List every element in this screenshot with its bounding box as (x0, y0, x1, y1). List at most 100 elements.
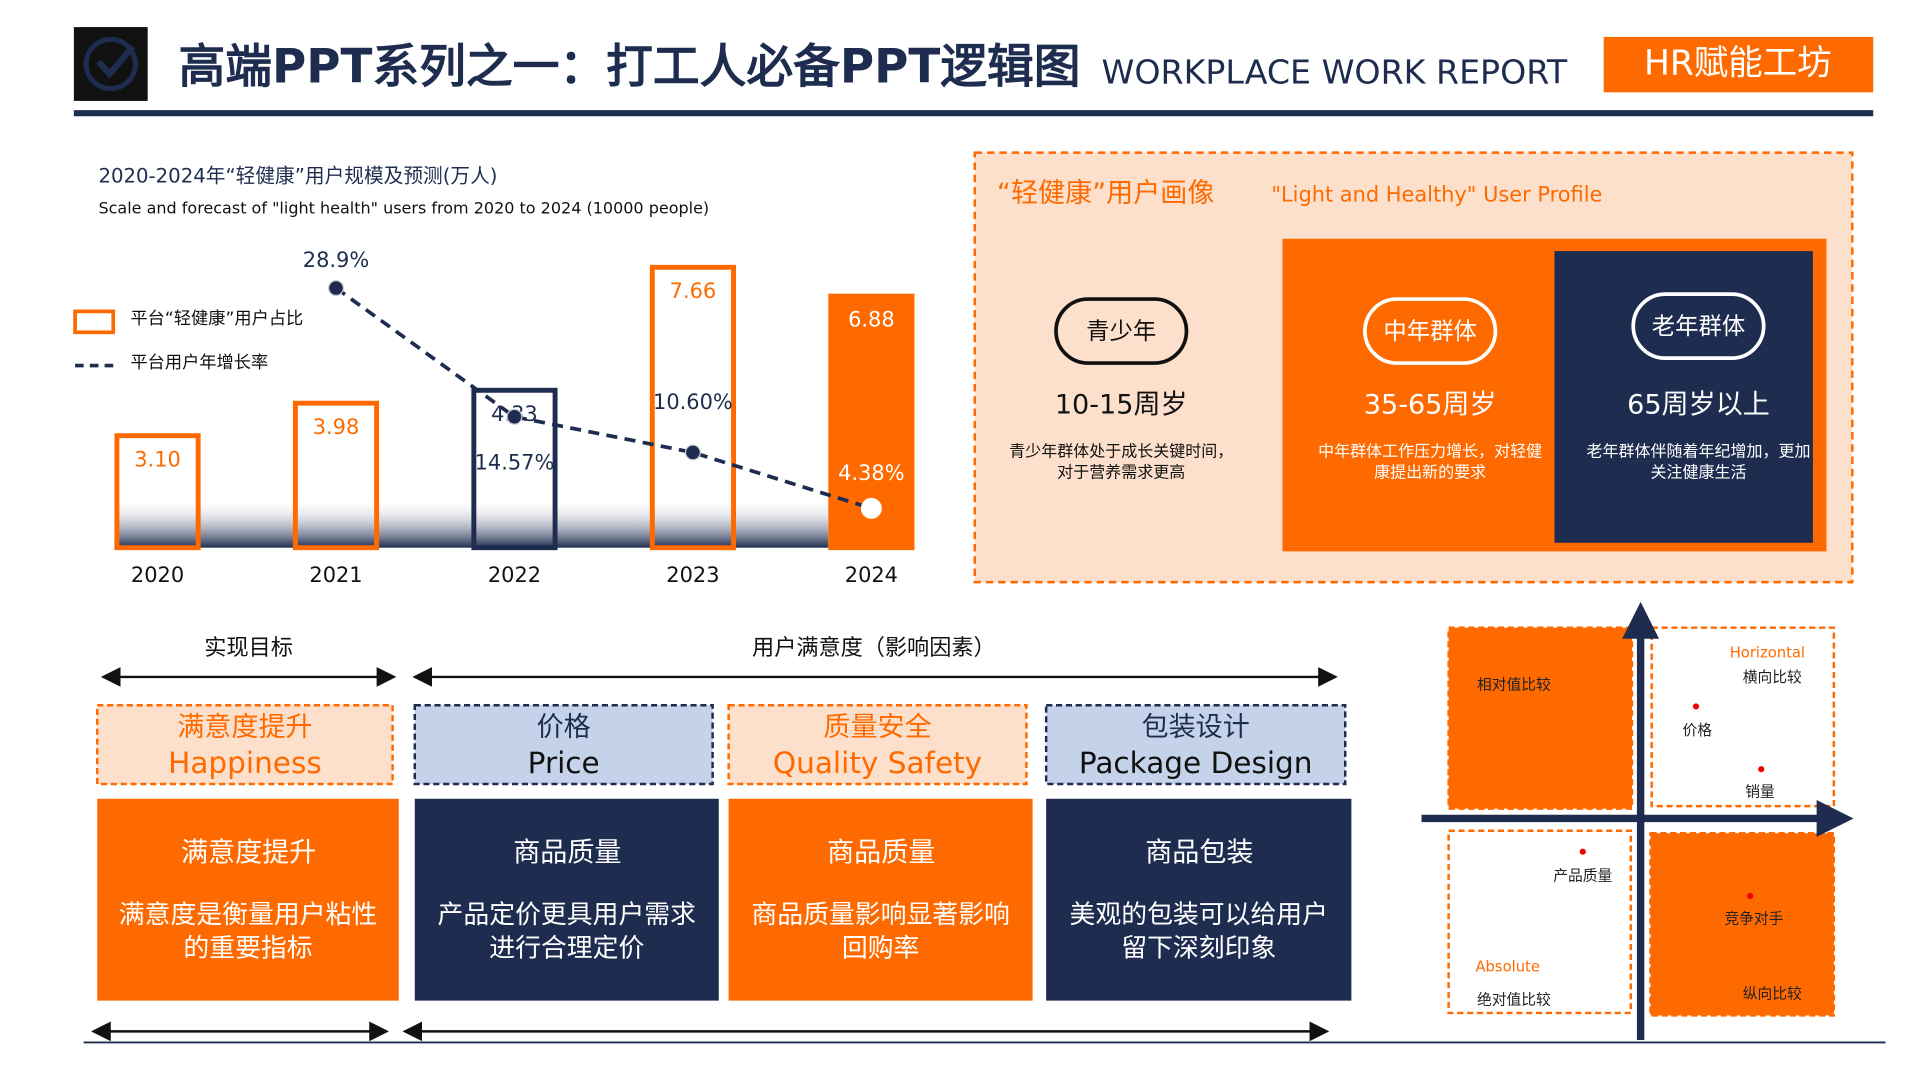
factor-body: 美观的包装可以给用户留下深刻印象 (1069, 899, 1328, 963)
group-desc: 老年群体伴随着年纪增加，更加关注健康生活 (1586, 443, 1811, 483)
quadrant-label: 相对值比较 (1477, 676, 1551, 694)
bar (114, 433, 201, 551)
growth-point (684, 444, 701, 461)
dot (1692, 703, 1700, 710)
chart-title: 2020-2024年“轻健康”用户规模及预测(万人) (98, 165, 497, 188)
bar (471, 387, 558, 551)
point-label: 竞争对手 (1724, 909, 1783, 927)
quadrant-label: 绝对值比较 (1477, 991, 1551, 1009)
growth-label: 28.9% (303, 248, 369, 272)
factor-head: 商品包装 (1145, 838, 1253, 869)
brand-box (1603, 36, 1874, 93)
factor-card (728, 798, 1033, 1001)
chart: 3.1020203.9820214.3320227.6620236.882024… (114, 248, 915, 587)
legend-label: 平台“轻健康”用户占比 (130, 309, 303, 329)
growth-point (328, 280, 344, 297)
dot (1579, 848, 1586, 855)
point-label: 销量 (1745, 784, 1775, 801)
growth-point (860, 497, 882, 519)
quadrant (1650, 626, 1836, 808)
factor-body-box: 美观的包装可以给用户留下深刻印象 (1069, 899, 1328, 963)
quadrant (1649, 832, 1836, 1017)
factor-title: 价格 (537, 712, 591, 743)
senior-block (1554, 251, 1813, 543)
group-age: 65周岁以上 (1627, 390, 1770, 421)
quadrant-label: 横向比较 (1743, 668, 1802, 686)
profile-title: “轻健康”用户画像 (997, 178, 1214, 209)
bar (828, 293, 915, 551)
quadrant (1447, 626, 1634, 810)
bar-label: 3.10 (134, 447, 181, 471)
bar-label: 7.66 (670, 279, 717, 303)
factor-title-en: Package Design (1079, 746, 1313, 780)
group-age: 35-65周岁 (1364, 390, 1497, 421)
factor-title: 质量安全 (823, 712, 931, 743)
dot (1758, 766, 1765, 773)
bar (649, 264, 736, 551)
quadrant-label: Horizontal (1730, 645, 1805, 662)
subtitle: WORKPLACE WORK REPORT (1102, 52, 1568, 91)
x-tick-label: 2023 (666, 563, 719, 587)
factor-body: 商品质量影响显著影响回购率 (751, 899, 1010, 963)
point-label: 产品质量 (1553, 867, 1612, 884)
factor-card (414, 798, 719, 1001)
x-tick-label: 2024 (845, 563, 898, 587)
factor-head: 商品质量 (513, 838, 621, 869)
chart-subtitle: Scale and forecast of "light health" use… (98, 199, 709, 218)
factor-tag (413, 704, 714, 786)
brand: HR赋能工坊 (1644, 44, 1832, 84)
growth-line (334, 286, 872, 511)
legend-swatch (73, 309, 116, 335)
logo-check (96, 44, 136, 79)
profile-title-en: "Light and Healthy" User Profile (1271, 183, 1602, 207)
factor-head: 满意度提升 (181, 838, 316, 869)
section-label: 用户满意度（影响因素） (752, 635, 996, 661)
growth-label: 10.60% (653, 390, 733, 414)
factor-body-box: 产品定价更具用户需求进行合理定价 (437, 899, 696, 963)
group-label: 青少年 (1086, 317, 1156, 345)
group-pill (1631, 292, 1766, 361)
factor-tag (727, 704, 1028, 786)
x-tick-label: 2020 (131, 563, 184, 587)
factor-title: 包装设计 (1142, 712, 1250, 743)
group-desc-box: 中年群体工作压力增长，对轻健康提出新的要求 (1318, 443, 1543, 483)
growth-point (506, 408, 523, 425)
title: 高端PPT系列之一：打工人必备PPT逻辑图 (178, 41, 1080, 95)
group-desc: 中年群体工作压力增长，对轻健康提出新的要求 (1318, 443, 1543, 483)
group-desc-box: 青少年群体处于成长关键时间，对于营养需求更高 (1009, 443, 1234, 483)
logo-ring (83, 36, 138, 92)
growth-label: 4.38% (838, 461, 904, 485)
factor-title-en: Price (528, 746, 600, 780)
factor-title: 满意度提升 (177, 712, 312, 743)
point-label: 价格 (1682, 722, 1712, 739)
bar-label: 6.88 (848, 308, 895, 332)
factor-title-en: Happiness (168, 746, 322, 780)
dot (1747, 892, 1754, 900)
group-pill (1054, 297, 1189, 365)
quadrant-label: Absolute (1475, 958, 1539, 975)
group-pill (1363, 297, 1498, 365)
legend-label: 平台用户年增长率 (130, 353, 268, 373)
factor-tag (96, 704, 394, 786)
x-tick-label: 2021 (309, 563, 362, 587)
x-tick-label: 2022 (488, 563, 541, 587)
group-age: 10-15周岁 (1055, 390, 1188, 421)
factor-title-en: Quality Safety (773, 746, 982, 780)
bar-label: 3.98 (313, 415, 360, 439)
group-desc: 青少年群体处于成长关键时间，对于营养需求更高 (1009, 443, 1234, 483)
group-desc-box: 老年群体伴随着年纪增加，更加关注健康生活 (1586, 443, 1811, 483)
factor-card (1046, 798, 1352, 1001)
group-label: 中年群体 (1383, 317, 1477, 345)
factor-tag (1044, 704, 1347, 786)
factors: 满意度提升Happiness满意度提升满意度是衡量用户粘性的重要指标价格Pric… (96, 704, 1352, 1001)
growth-label: 14.57% (475, 451, 555, 475)
quadrant (1447, 829, 1633, 1015)
factor-head: 商品质量 (827, 838, 935, 869)
factor-body-box: 商品质量影响显著影响回购率 (751, 899, 1010, 963)
factor-body: 产品定价更具用户需求进行合理定价 (437, 899, 696, 963)
section-label: 实现目标 (204, 635, 293, 661)
factor-body: 满意度是衡量用户粘性的重要指标 (118, 899, 378, 963)
